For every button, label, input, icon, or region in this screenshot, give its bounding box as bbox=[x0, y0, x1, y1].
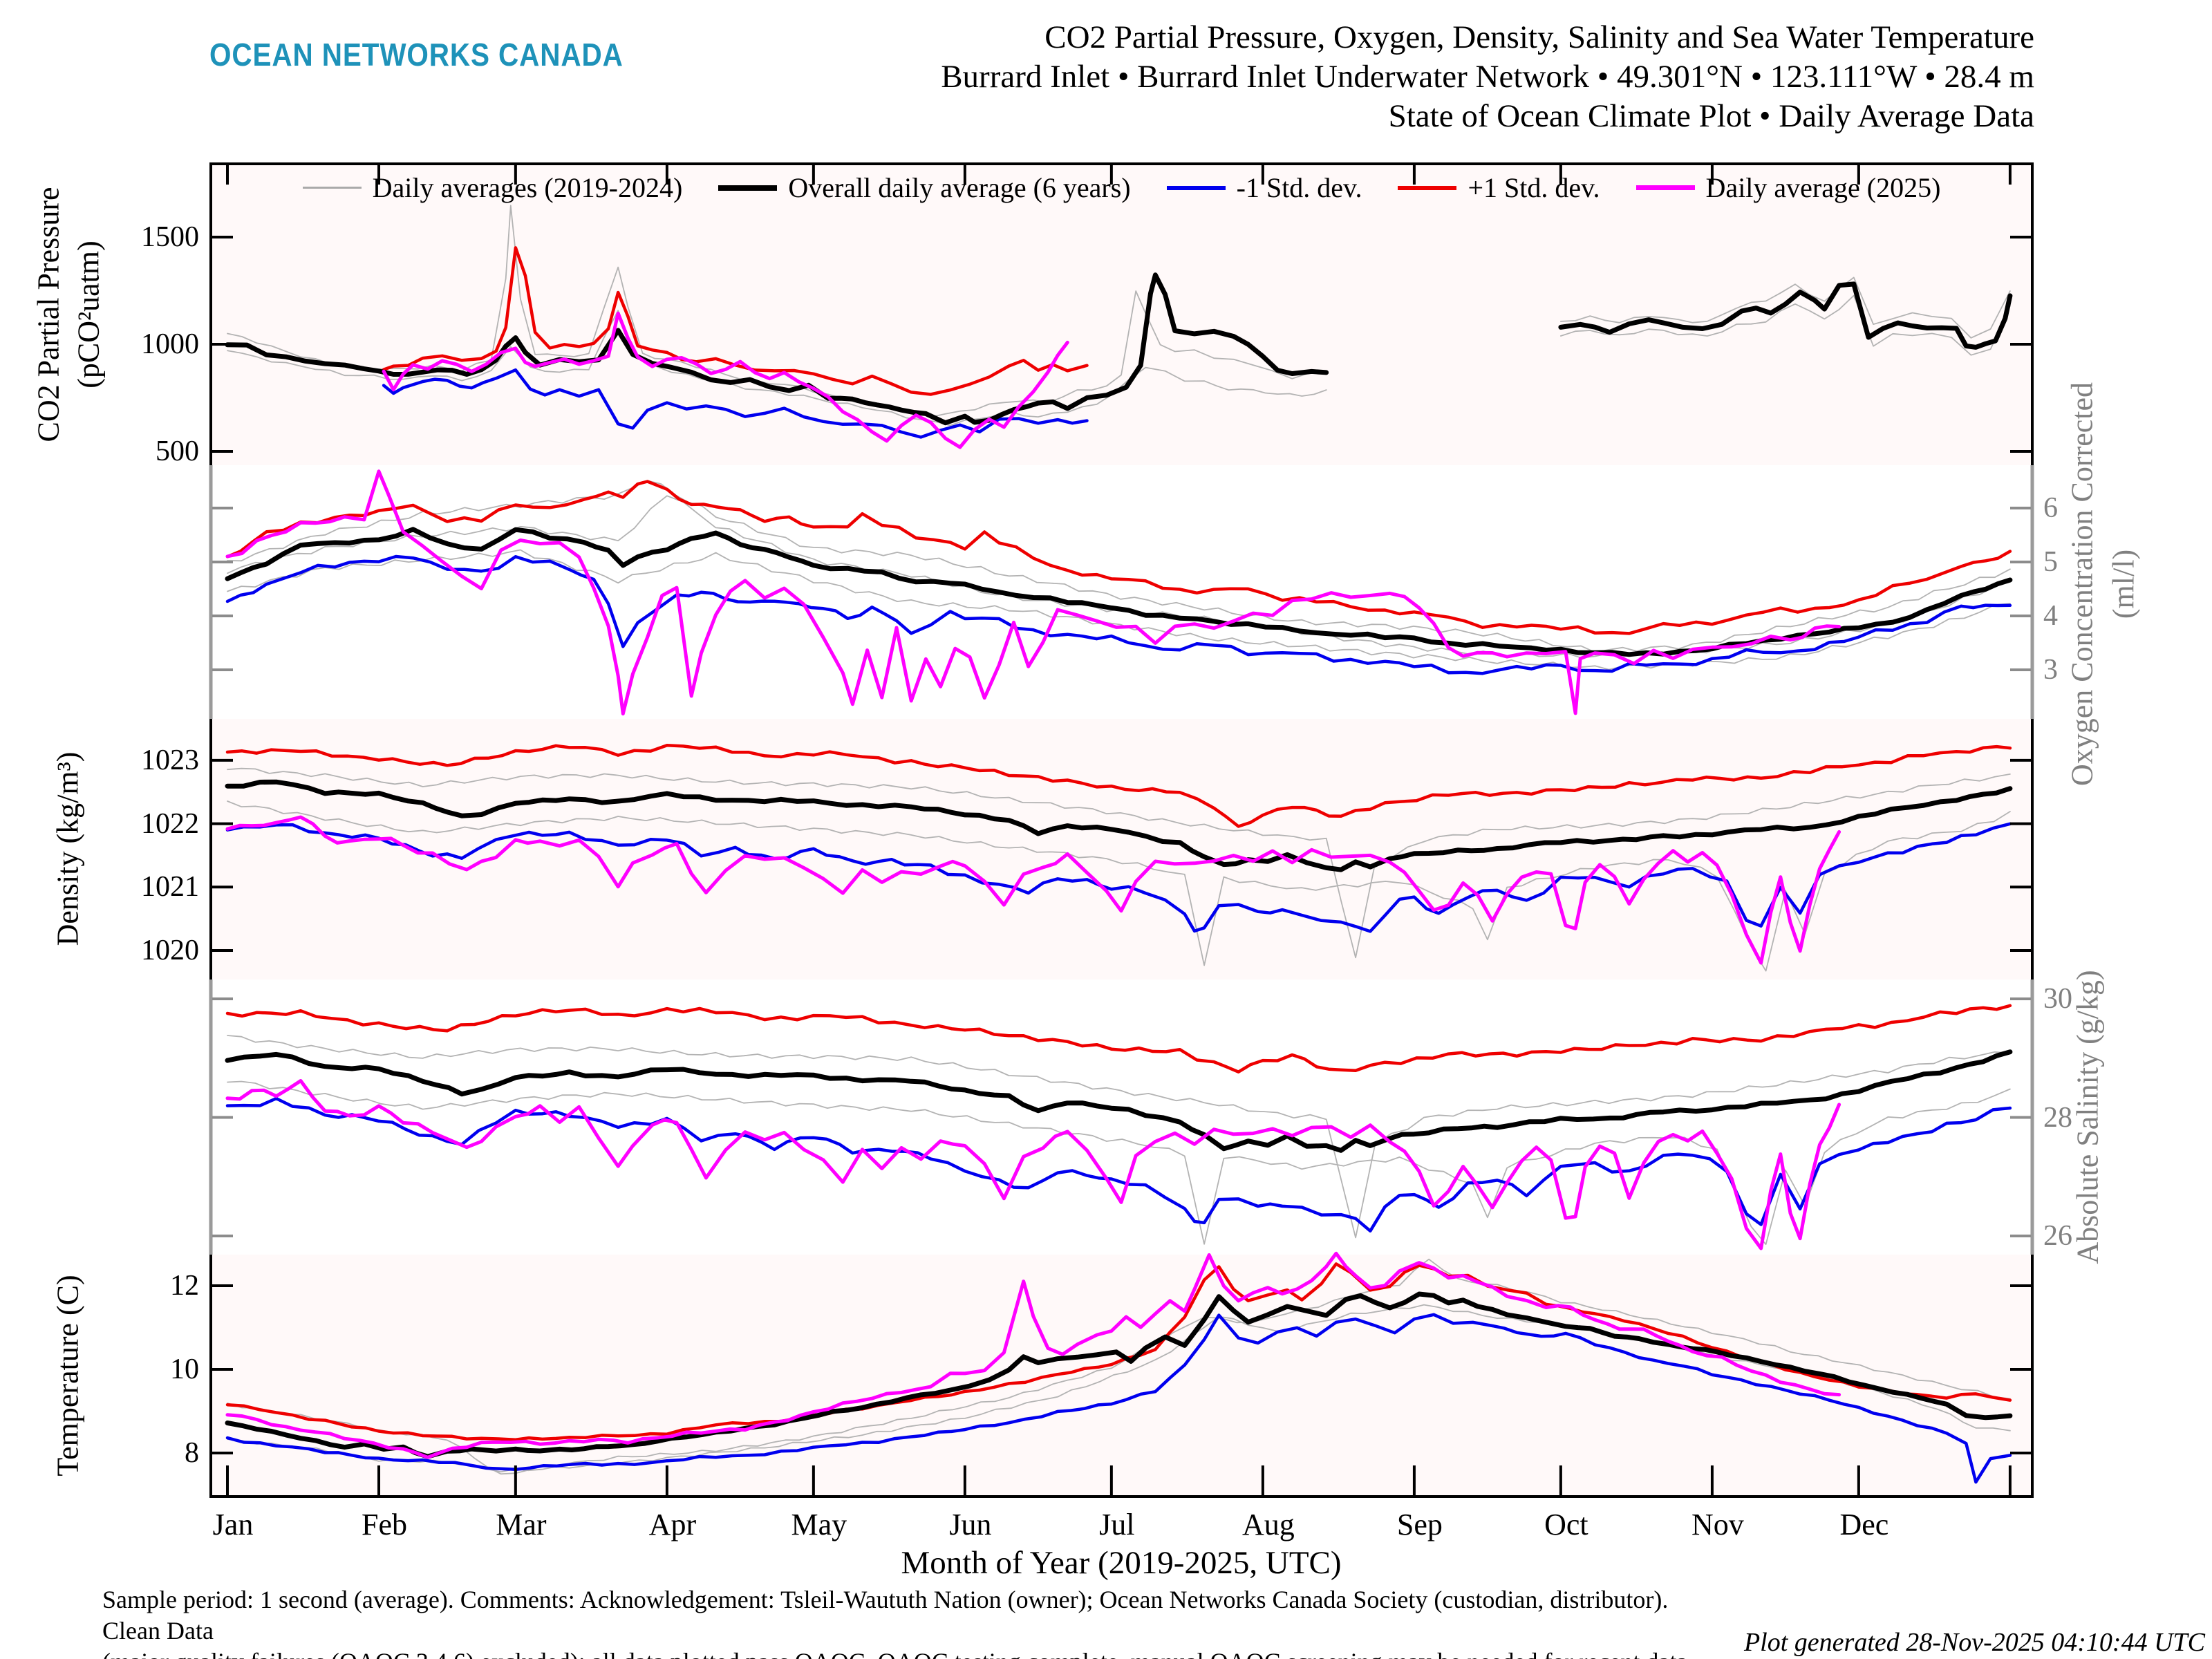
tick-label-o2-5: 5 bbox=[2043, 546, 2058, 578]
footer-notes: Sample period: 1 second (average). Comme… bbox=[102, 1584, 1720, 1659]
series-sal-plus1 bbox=[225, 1004, 2012, 1074]
month-label-aug: Aug bbox=[1241, 1508, 1295, 1541]
series-tmp-y2025 bbox=[225, 1251, 1841, 1459]
tick-label-co2-1000: 1000 bbox=[141, 328, 199, 360]
tick-label-den-1023: 1023 bbox=[141, 744, 199, 776]
series-sal-minus1 bbox=[225, 1096, 2012, 1233]
series-co2-y2025 bbox=[382, 311, 1069, 449]
tick-label-tmp-8: 8 bbox=[185, 1437, 199, 1469]
plot-title-line1: CO2 Partial Pressure, Oxygen, Density, S… bbox=[1044, 19, 2034, 55]
oxygen-axis-label: Oxygen Concentration Corrected bbox=[2065, 382, 2099, 787]
tick-label-den-1022: 1022 bbox=[141, 807, 199, 840]
legend-item-4: Daily average (2025) bbox=[1635, 171, 1941, 204]
plot-generated-timestamp: Plot generated 28-Nov-2025 04:10:44 UTC bbox=[1743, 1628, 2205, 1657]
series-co2-hist1 bbox=[1560, 294, 2011, 356]
month-label-may: May bbox=[791, 1508, 847, 1541]
series-sal-hist1 bbox=[227, 1035, 2011, 1239]
series-co2-minus1 bbox=[382, 368, 1089, 439]
legend-item-2: -1 Std. dev. bbox=[1166, 171, 1362, 204]
tick-label-sal-28: 28 bbox=[2043, 1101, 2072, 1134]
month-label-jan: Jan bbox=[212, 1508, 254, 1541]
month-label-jun: Jun bbox=[949, 1508, 992, 1541]
series-den-hist2 bbox=[227, 800, 2011, 972]
month-label-sep: Sep bbox=[1396, 1508, 1443, 1541]
title-block: CO2 Partial Pressure, Oxygen, Density, S… bbox=[622, 18, 2034, 136]
legend-line-sample-3 bbox=[1398, 185, 1457, 190]
month-label-mar: Mar bbox=[496, 1508, 547, 1541]
tick-label-den-1020: 1020 bbox=[141, 935, 199, 966]
series-co2-hist2 bbox=[227, 310, 1327, 427]
series-den-plus1 bbox=[225, 743, 2012, 828]
legend-item-3: +1 Std. dev. bbox=[1398, 171, 1600, 204]
plot-frame bbox=[209, 162, 2034, 1498]
series-o2-mean bbox=[225, 527, 2013, 657]
legend-label-1: Overall daily average (6 years) bbox=[788, 172, 1131, 203]
tick-label-o2-6: 6 bbox=[2043, 492, 2058, 524]
month-label-apr: Apr bbox=[648, 1508, 697, 1541]
chart-legend: Daily averages (2019-2024) Overall daily … bbox=[211, 171, 2032, 204]
series-den-mean bbox=[225, 779, 2013, 872]
series-tmp-minus1 bbox=[225, 1313, 2012, 1484]
tick-label-tmp-10: 10 bbox=[170, 1353, 199, 1385]
series-sal-y2025 bbox=[225, 1079, 1841, 1250]
co2-axis-unit: (pCO²uatm) bbox=[71, 241, 106, 388]
panel-band-2 bbox=[212, 719, 2032, 980]
panel-band-4 bbox=[212, 1255, 2032, 1497]
tick-label-o2-4: 4 bbox=[2043, 600, 2058, 632]
series-o2-plus1 bbox=[225, 480, 2012, 635]
plot-title-line2: Burrard Inlet • Burrard Inlet Underwater… bbox=[941, 59, 2034, 95]
month-label-dec: Dec bbox=[1839, 1508, 1889, 1541]
tick-label-sal-26: 26 bbox=[2043, 1220, 2072, 1252]
series-den-hist1 bbox=[227, 767, 2011, 959]
series-tmp-mean bbox=[225, 1291, 2013, 1459]
series-co2-hist2 bbox=[1560, 276, 2011, 339]
legend-label-4: Daily average (2025) bbox=[1705, 172, 1941, 203]
tick-label-co2-1500: 1500 bbox=[141, 221, 199, 253]
legend-line-sample-4 bbox=[1635, 185, 1695, 190]
series-den-minus1 bbox=[225, 822, 2012, 933]
footer-line2: (major quality failures (QAQC 3,4,6) exc… bbox=[102, 1647, 1720, 1659]
month-label-nov: Nov bbox=[1691, 1508, 1744, 1541]
series-den-y2025 bbox=[225, 815, 1841, 965]
month-label-jul: Jul bbox=[1099, 1508, 1135, 1541]
tick-label-co2-500: 500 bbox=[156, 435, 199, 467]
onc-logo: OCEAN NETWORKS CANADA bbox=[209, 37, 624, 73]
legend-item-0: Daily averages (2019-2024) bbox=[302, 171, 683, 204]
footer-line1: Sample period: 1 second (average). Comme… bbox=[102, 1586, 1669, 1644]
tick-label-sal-30: 30 bbox=[2043, 983, 2072, 1015]
series-o2-y2025 bbox=[225, 469, 1841, 715]
panel-band-0 bbox=[212, 164, 2032, 465]
legend-line-sample-2 bbox=[1166, 185, 1226, 190]
density-axis-label: Density (kg/m³) bbox=[50, 751, 85, 946]
x-axis-label: Month of Year (2019-2025, UTC) bbox=[901, 1545, 1342, 1581]
series-tmp-plus1 bbox=[225, 1262, 2012, 1441]
legend-item-1: Overall daily average (6 years) bbox=[718, 171, 1131, 204]
series-tmp-hist1 bbox=[227, 1258, 2011, 1475]
series-co2-mean bbox=[1558, 281, 2013, 350]
series-o2-hist3 bbox=[227, 495, 2011, 659]
plot-title-line3: State of Ocean Climate Plot • Daily Aver… bbox=[1388, 98, 2034, 134]
series-sal-mean bbox=[225, 1049, 2013, 1153]
tick-label-den-1021: 1021 bbox=[141, 871, 199, 903]
month-label-oct: Oct bbox=[1544, 1508, 1588, 1541]
series-o2-minus1 bbox=[225, 554, 2012, 675]
month-label-feb: Feb bbox=[362, 1508, 408, 1541]
legend-line-sample-0 bbox=[302, 187, 362, 189]
legend-label-3: +1 Std. dev. bbox=[1468, 172, 1600, 203]
legend-label-0: Daily averages (2019-2024) bbox=[372, 172, 683, 203]
legend-label-2: -1 Std. dev. bbox=[1236, 172, 1362, 203]
legend-line-sample-1 bbox=[718, 185, 778, 191]
tick-label-o2-3: 3 bbox=[2043, 654, 2058, 686]
tick-label-tmp-12: 12 bbox=[170, 1270, 199, 1302]
